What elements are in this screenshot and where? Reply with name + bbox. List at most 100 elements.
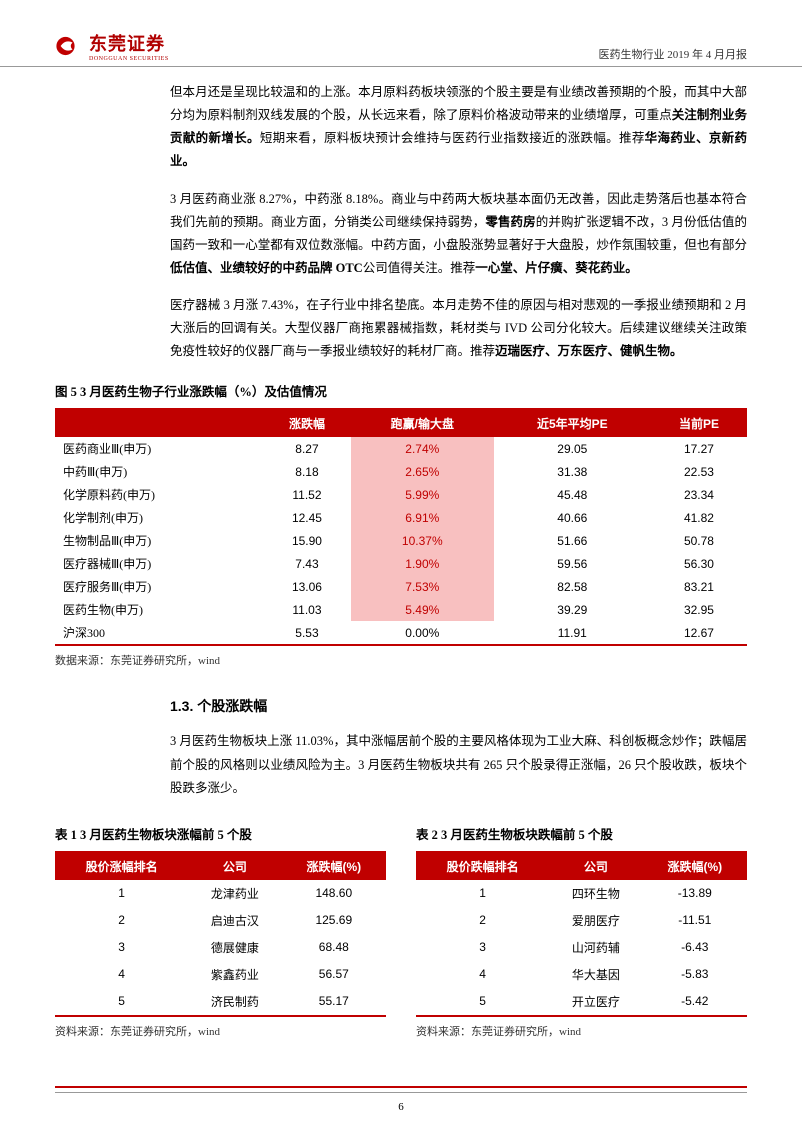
table-header-cell: 跑赢/输大盘 bbox=[351, 409, 494, 437]
chg-cell: 13.06 bbox=[263, 575, 351, 598]
two-column-tables: 表 1 3 月医药生物板块涨幅前 5 个股 股价涨幅排名公司涨跌幅(%) 1龙津… bbox=[55, 806, 747, 1039]
content: 但本月还是呈现比较温和的上涨。本月原料药板块领涨的个股主要是有业绩改善预期的个股… bbox=[0, 81, 802, 1039]
tbl1: 股价涨幅排名公司涨跌幅(%) 1龙津药业148.602启迪古汉125.693德展… bbox=[55, 851, 386, 1017]
table-cell: 龙津药业 bbox=[188, 880, 281, 907]
row-name-cell: 医疗服务Ⅲ(申万) bbox=[55, 575, 263, 598]
table-cell: -6.43 bbox=[643, 934, 747, 961]
table-cell: -13.89 bbox=[643, 880, 747, 907]
table-header-cell: 股价涨幅排名 bbox=[55, 852, 188, 880]
row-name-cell: 化学原料药(申万) bbox=[55, 483, 263, 506]
p2-b2: 低估值、业绩较好的中药品牌 OTC bbox=[170, 261, 363, 275]
page-number: 6 bbox=[0, 1101, 802, 1113]
table-row: 1龙津药业148.60 bbox=[55, 880, 386, 907]
fig5-source: 数据来源：东莞证券研究所，wind bbox=[55, 652, 747, 668]
table-header-cell: 公司 bbox=[549, 852, 642, 880]
pe5-cell: 59.56 bbox=[494, 552, 651, 575]
rel-cell: 10.37% bbox=[351, 529, 494, 552]
pe-cell: 17.27 bbox=[651, 437, 747, 460]
table-cell: 55.17 bbox=[282, 988, 386, 1016]
table-cell: 四环生物 bbox=[549, 880, 642, 907]
table-cell: 2 bbox=[55, 907, 188, 934]
logo-icon bbox=[55, 35, 83, 57]
pe-cell: 41.82 bbox=[651, 506, 747, 529]
tbl2-wrap: 表 2 3 月医药生物板块跌幅前 5 个股 股价跌幅排名公司涨跌幅(%) 1四环… bbox=[416, 806, 747, 1039]
table-cell: 148.60 bbox=[282, 880, 386, 907]
header-title: 医药生物行业 2019 年 4 月月报 bbox=[599, 46, 748, 62]
table-cell: 5 bbox=[416, 988, 549, 1016]
table-row: 5济民制药55.17 bbox=[55, 988, 386, 1016]
chg-cell: 15.90 bbox=[263, 529, 351, 552]
pe5-cell: 51.66 bbox=[494, 529, 651, 552]
rel-cell: 2.65% bbox=[351, 460, 494, 483]
chg-cell: 5.53 bbox=[263, 621, 351, 645]
paragraph-3: 医疗器械 3 月涨 7.43%，在子行业中排名垫底。本月走势不佳的原因与相对悲观… bbox=[170, 294, 747, 363]
table-row: 1四环生物-13.89 bbox=[416, 880, 747, 907]
p3-b: 迈瑞医疗、万东医疗、健帆生物。 bbox=[495, 344, 683, 358]
table-cell: 3 bbox=[416, 934, 549, 961]
chg-cell: 11.03 bbox=[263, 598, 351, 621]
table-cell: 济民制药 bbox=[188, 988, 281, 1016]
pe-cell: 23.34 bbox=[651, 483, 747, 506]
table-header-cell: 公司 bbox=[188, 852, 281, 880]
table-cell: 开立医疗 bbox=[549, 988, 642, 1016]
logo-text-en: DONGGUAN SECURITIES bbox=[89, 56, 169, 62]
rel-cell: 7.53% bbox=[351, 575, 494, 598]
table-row: 2启迪古汉125.69 bbox=[55, 907, 386, 934]
paragraph-4: 3 月医药生物板块上涨 11.03%，其中涨幅居前个股的主要风格体现为工业大麻、… bbox=[170, 730, 747, 799]
table-cell: 爱朋医疗 bbox=[549, 907, 642, 934]
pe5-cell: 11.91 bbox=[494, 621, 651, 645]
rel-cell: 1.90% bbox=[351, 552, 494, 575]
paragraph-1: 但本月还是呈现比较温和的上涨。本月原料药板块领涨的个股主要是有业绩改善预期的个股… bbox=[170, 81, 747, 174]
footer-gray-line bbox=[55, 1092, 747, 1093]
table-cell: -5.42 bbox=[643, 988, 747, 1016]
table-header-row: 涨跌幅跑赢/输大盘近5年平均PE当前PE bbox=[55, 409, 747, 437]
rel-cell: 5.99% bbox=[351, 483, 494, 506]
table-cell: 1 bbox=[416, 880, 549, 907]
footer-red-line bbox=[55, 1086, 747, 1088]
pe-cell: 32.95 bbox=[651, 598, 747, 621]
p2-b3: 一心堂、片仔癀、葵花药业。 bbox=[475, 261, 638, 275]
p1-a: 但本月还是呈现比较温和的上涨。本月原料药板块领涨的个股主要是有业绩改善预期的个股… bbox=[170, 85, 747, 122]
pe5-cell: 29.05 bbox=[494, 437, 651, 460]
table-row: 生物制品Ⅲ(申万)15.9010.37%51.6650.78 bbox=[55, 529, 747, 552]
table-row: 医疗器械Ⅲ(申万)7.431.90%59.5656.30 bbox=[55, 552, 747, 575]
pe-cell: 22.53 bbox=[651, 460, 747, 483]
table-cell: 4 bbox=[416, 961, 549, 988]
table-row: 医疗服务Ⅲ(申万)13.067.53%82.5883.21 bbox=[55, 575, 747, 598]
chg-cell: 11.52 bbox=[263, 483, 351, 506]
table-row: 医药生物(申万)11.035.49%39.2932.95 bbox=[55, 598, 747, 621]
chg-cell: 12.45 bbox=[263, 506, 351, 529]
table-header-row: 股价涨幅排名公司涨跌幅(%) bbox=[55, 852, 386, 880]
table-row: 5开立医疗-5.42 bbox=[416, 988, 747, 1016]
pe-cell: 50.78 bbox=[651, 529, 747, 552]
tbl1-wrap: 表 1 3 月医药生物板块涨幅前 5 个股 股价涨幅排名公司涨跌幅(%) 1龙津… bbox=[55, 806, 386, 1039]
table-header-cell: 当前PE bbox=[651, 409, 747, 437]
logo: 东莞证券 DONGGUAN SECURITIES bbox=[55, 30, 169, 62]
rel-cell: 5.49% bbox=[351, 598, 494, 621]
table-cell: 2 bbox=[416, 907, 549, 934]
p2-c: 公司值得关注。推荐 bbox=[363, 261, 476, 275]
table-cell: 68.48 bbox=[282, 934, 386, 961]
pe5-cell: 40.66 bbox=[494, 506, 651, 529]
row-name-cell: 沪深300 bbox=[55, 621, 263, 645]
table-header-cell: 涨跌幅(%) bbox=[643, 852, 747, 880]
row-name-cell: 医疗器械Ⅲ(申万) bbox=[55, 552, 263, 575]
fig5-table: 涨跌幅跑赢/输大盘近5年平均PE当前PE 医药商业Ⅲ(申万)8.272.74%2… bbox=[55, 408, 747, 646]
pe5-cell: 82.58 bbox=[494, 575, 651, 598]
table-cell: 启迪古汉 bbox=[188, 907, 281, 934]
table-cell: -11.51 bbox=[643, 907, 747, 934]
table-row: 沪深3005.530.00%11.9112.67 bbox=[55, 621, 747, 645]
pe-cell: 56.30 bbox=[651, 552, 747, 575]
table-cell: 山河药辅 bbox=[549, 934, 642, 961]
table-cell: 1 bbox=[55, 880, 188, 907]
chg-cell: 7.43 bbox=[263, 552, 351, 575]
row-name-cell: 中药Ⅲ(申万) bbox=[55, 460, 263, 483]
pe-cell: 12.67 bbox=[651, 621, 747, 645]
table-row: 化学原料药(申万)11.525.99%45.4823.34 bbox=[55, 483, 747, 506]
table-cell: 4 bbox=[55, 961, 188, 988]
table-row: 4紫鑫药业56.57 bbox=[55, 961, 386, 988]
table-header-cell: 近5年平均PE bbox=[494, 409, 651, 437]
logo-text-cn: 东莞证券 bbox=[89, 30, 169, 56]
paragraph-2: 3 月医药商业涨 8.27%，中药涨 8.18%。商业与中药两大板块基本面仍无改… bbox=[170, 188, 747, 281]
table-row: 3德展健康68.48 bbox=[55, 934, 386, 961]
